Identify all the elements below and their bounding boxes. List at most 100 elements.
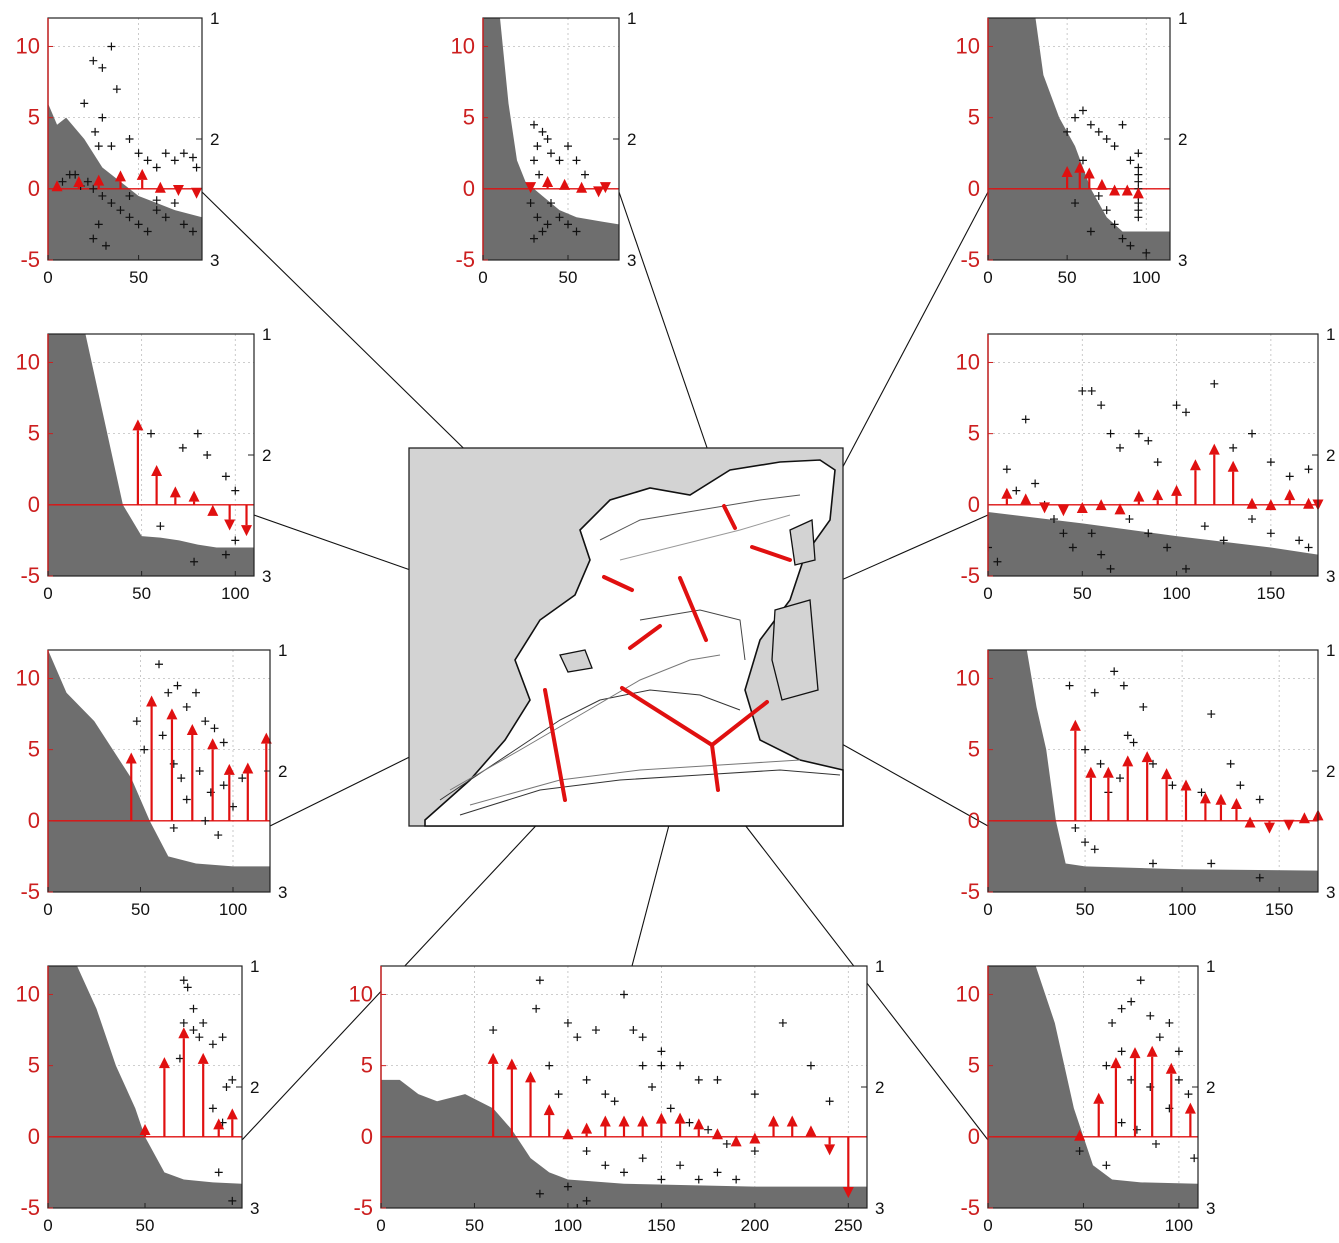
data-marker	[156, 522, 165, 531]
data-marker	[89, 56, 98, 65]
data-marker	[1108, 1018, 1117, 1027]
data-marker	[125, 135, 134, 143]
y-tick-label: 10	[16, 665, 40, 690]
data-marker	[1149, 759, 1157, 768]
data-marker	[231, 486, 240, 495]
x-tick-label: 50	[1058, 268, 1077, 287]
data-marker	[1094, 127, 1103, 136]
bathymetry-area	[988, 511, 1318, 576]
data-marker	[158, 731, 167, 740]
right-axis-label: 3	[875, 1199, 884, 1218]
data-marker	[543, 135, 552, 143]
velocity-arrow	[1085, 766, 1097, 821]
data-marker	[1087, 529, 1096, 538]
data-marker	[1078, 156, 1087, 165]
data-marker	[1153, 458, 1162, 467]
data-marker	[1304, 465, 1313, 474]
y-tick-label: 0	[463, 176, 475, 201]
right-axis-label: 1	[250, 957, 259, 976]
velocity-arrow	[158, 1057, 170, 1137]
velocity-arrow	[191, 187, 203, 199]
data-marker	[125, 191, 134, 200]
velocity-arrow	[1152, 489, 1164, 505]
velocity-arrow	[562, 1128, 574, 1140]
data-marker	[1134, 163, 1143, 172]
velocity-arrow	[749, 1132, 761, 1144]
data-marker	[228, 1075, 237, 1084]
data-marker	[533, 142, 542, 151]
data-marker	[1182, 564, 1190, 573]
velocity-arrow	[226, 1108, 238, 1137]
velocity-arrow	[172, 184, 184, 196]
data-marker	[238, 774, 247, 783]
x-tick-label: 250	[834, 1216, 862, 1235]
x-tick-label: 0	[983, 584, 992, 603]
velocity-arrow	[166, 708, 178, 821]
data-marker	[591, 1026, 600, 1035]
data-marker	[231, 536, 240, 545]
x-tick-label: 100	[1132, 268, 1160, 287]
velocity-arrow	[114, 170, 126, 189]
data-marker	[219, 738, 228, 747]
data-marker	[533, 213, 542, 222]
data-marker	[1134, 206, 1143, 215]
data-marker	[530, 234, 538, 243]
data-marker	[178, 443, 187, 452]
data-marker	[676, 1061, 685, 1070]
x-tick-label: 0	[478, 268, 487, 287]
velocity-arrow	[693, 1118, 705, 1137]
data-marker	[648, 1083, 657, 1091]
data-marker	[1106, 429, 1115, 438]
y-tick-label: 10	[349, 981, 373, 1006]
x-tick-label: 100	[554, 1216, 582, 1235]
data-marker	[1106, 564, 1115, 573]
bathymetry-area	[381, 1079, 867, 1208]
velocity-arrow	[1121, 184, 1133, 196]
data-marker	[1117, 1047, 1126, 1056]
data-marker	[582, 1147, 591, 1156]
data-marker	[601, 1090, 610, 1099]
data-marker	[629, 1026, 638, 1035]
data-marker	[1163, 543, 1172, 552]
right-axis-label: 2	[262, 446, 271, 465]
data-marker	[189, 1004, 198, 1013]
bathymetry-area	[48, 334, 254, 576]
velocity-arrow	[136, 168, 148, 189]
velocity-arrow	[1146, 1045, 1158, 1137]
right-axis-label: 3	[210, 251, 219, 270]
data-marker	[676, 1161, 685, 1170]
data-marker	[988, 543, 992, 552]
data-marker	[1139, 702, 1148, 711]
data-marker	[543, 220, 552, 229]
y-tick-label: -5	[960, 563, 980, 588]
y-tick-label: 10	[16, 349, 40, 374]
data-marker	[554, 1090, 563, 1099]
data-marker	[1119, 681, 1128, 690]
data-marker	[1102, 135, 1111, 143]
velocity-arrow	[224, 504, 236, 531]
velocity-arrow	[1184, 1102, 1196, 1137]
y-tick-label: 5	[28, 1053, 40, 1078]
data-marker	[778, 1018, 787, 1027]
data-marker	[1063, 127, 1072, 136]
velocity-arrow	[1283, 819, 1295, 831]
right-axis-label: 3	[1178, 251, 1187, 270]
data-marker	[1236, 781, 1245, 790]
bathymetry-area	[988, 966, 1198, 1208]
data-marker	[134, 149, 143, 158]
velocity-arrow	[1102, 766, 1114, 821]
data-marker	[666, 1104, 675, 1113]
y-tick-label: 5	[968, 737, 980, 762]
velocity-arrow	[542, 176, 554, 189]
bathymetry-area	[48, 966, 242, 1208]
velocity-arrow	[842, 1136, 854, 1199]
data-marker	[722, 1139, 731, 1148]
data-marker	[1081, 745, 1090, 754]
x-tick-label: 50	[1073, 584, 1092, 603]
data-marker	[1096, 759, 1105, 768]
x-tick-label: 100	[219, 900, 247, 919]
data-marker	[170, 156, 179, 165]
